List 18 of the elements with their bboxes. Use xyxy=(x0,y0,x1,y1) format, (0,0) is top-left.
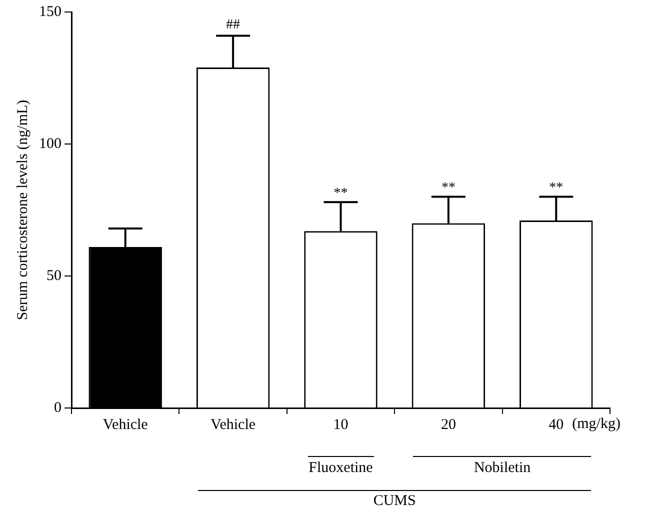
annotation: ** xyxy=(549,180,564,196)
text: (mg/kg) xyxy=(572,416,620,433)
y-tick-label: 100 xyxy=(39,136,62,152)
x-tick-label: Vehicle xyxy=(210,416,256,433)
y-tick-label: 150 xyxy=(39,4,62,20)
text: Fluoxetine xyxy=(308,460,373,477)
annotation: ** xyxy=(441,180,456,196)
text: Nobiletin xyxy=(474,460,531,477)
y-tick-label: 0 xyxy=(54,400,62,416)
x-tick-label: 40 xyxy=(548,416,564,433)
y-axis-title: Serum corticosterone levels (ng/mL) xyxy=(14,100,31,320)
text: CUMS xyxy=(373,493,416,510)
x-tick-label: Vehicle xyxy=(102,416,148,433)
x-tick-label: 20 xyxy=(440,416,456,433)
y-tick-label: 50 xyxy=(46,268,62,284)
annotation: ## xyxy=(226,17,240,32)
annotation: ** xyxy=(334,186,348,201)
x-tick-label: 10 xyxy=(333,416,348,433)
